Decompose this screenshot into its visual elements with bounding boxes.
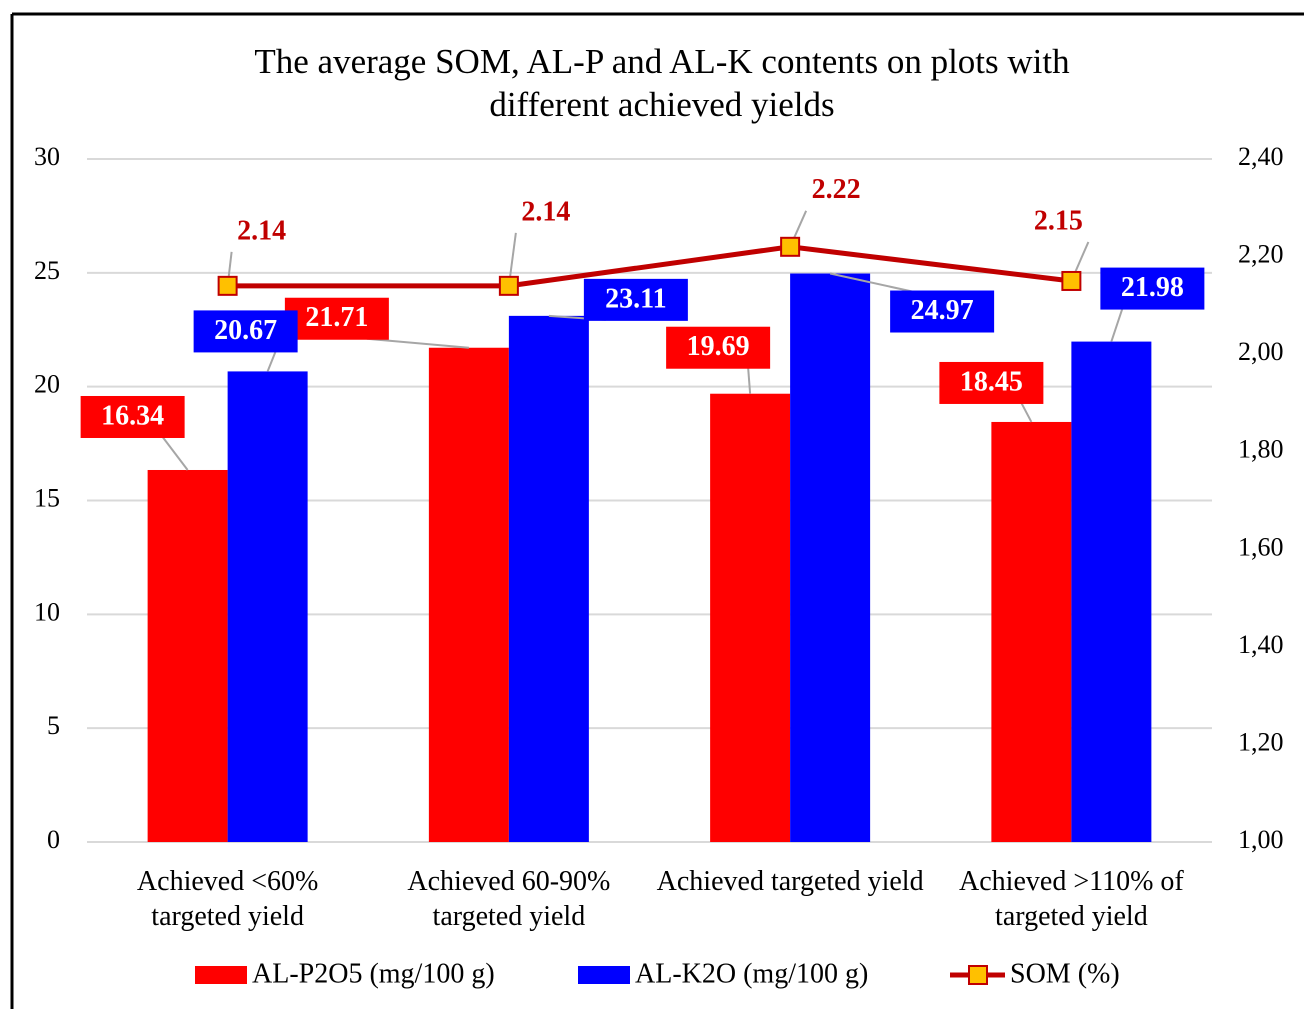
legend-label: AL-K2O (mg/100 g): [635, 958, 868, 989]
x-tick-label: Achieved targeted yield: [656, 866, 924, 897]
bar: [508, 315, 589, 843]
bar: [991, 421, 1072, 842]
line-series: [227, 244, 1072, 289]
y-tick-label: 5: [47, 711, 60, 740]
line-marker: [1061, 270, 1082, 291]
y2-tick-label: 1,80: [1238, 435, 1284, 464]
data-label-box: [193, 310, 298, 353]
callout-line: [266, 351, 277, 372]
bar: [710, 393, 791, 842]
data-label: 21.71: [305, 302, 368, 333]
data-label: 19.69: [687, 331, 750, 362]
y-tick-label: 10: [34, 597, 60, 626]
x-tick-label: Achieved <60% targeted yield: [136, 866, 319, 932]
y2-tick-label: 2,00: [1238, 337, 1284, 366]
data-label-box: [583, 278, 688, 321]
bar: [1071, 341, 1152, 842]
line-marker: [217, 275, 238, 296]
chart-title: The average SOM, AL-P and AL-K contents …: [254, 42, 1070, 124]
callout-line: [161, 436, 189, 471]
y-tick-label: 20: [34, 370, 60, 399]
data-label-box: [80, 395, 185, 438]
data-label: 16.34: [101, 400, 164, 431]
data-label: 2.14: [237, 215, 286, 246]
data-label: 2.22: [812, 174, 861, 205]
data-label-box: [939, 361, 1044, 404]
data-label-box: [1100, 267, 1205, 310]
x-tick-label: Achieved 60-90% targeted yield: [407, 866, 611, 932]
legend-marker: [968, 965, 988, 985]
bar: [428, 347, 509, 842]
callout-line: [1020, 402, 1033, 423]
y2-tick-label: 2,40: [1238, 142, 1284, 171]
data-label: 24.97: [911, 295, 974, 326]
data-label: 2.14: [521, 196, 570, 227]
y2-tick-label: 1,20: [1238, 727, 1284, 756]
data-label: 2.15: [1034, 205, 1083, 236]
y2-tick-label: 2,20: [1238, 240, 1284, 269]
y2-tick-label: 1,00: [1238, 825, 1284, 854]
y-tick-label: 0: [47, 825, 60, 854]
bar: [790, 273, 871, 842]
line-marker: [498, 275, 519, 296]
data-label-box: [890, 290, 995, 333]
data-label-box: [284, 297, 389, 340]
data-label: 23.11: [605, 283, 666, 314]
legend-swatch: [578, 966, 630, 984]
data-label-box: [666, 326, 771, 369]
callout-line: [366, 337, 469, 349]
bar: [227, 371, 308, 842]
x-tick-label: Achieved >110% of targeted yield: [959, 866, 1184, 932]
y-tick-label: 15: [34, 483, 60, 512]
y2-tick-label: 1,40: [1238, 630, 1284, 659]
callout-line: [829, 272, 913, 293]
data-label: 18.45: [960, 366, 1023, 397]
bar: [147, 469, 228, 842]
legend-swatch: [195, 966, 247, 984]
line-marker: [780, 236, 801, 257]
legend-label: AL-P2O5 (mg/100 g): [252, 958, 495, 989]
y-tick-label: 30: [34, 142, 60, 171]
y2-tick-label: 1,60: [1238, 532, 1284, 561]
data-label: 21.98: [1121, 272, 1184, 303]
legend-label: SOM (%): [1010, 958, 1120, 989]
y-tick-label: 25: [34, 256, 60, 285]
data-label: 20.67: [214, 315, 277, 346]
callout-line: [1110, 308, 1124, 342]
callout-line: [747, 367, 752, 394]
